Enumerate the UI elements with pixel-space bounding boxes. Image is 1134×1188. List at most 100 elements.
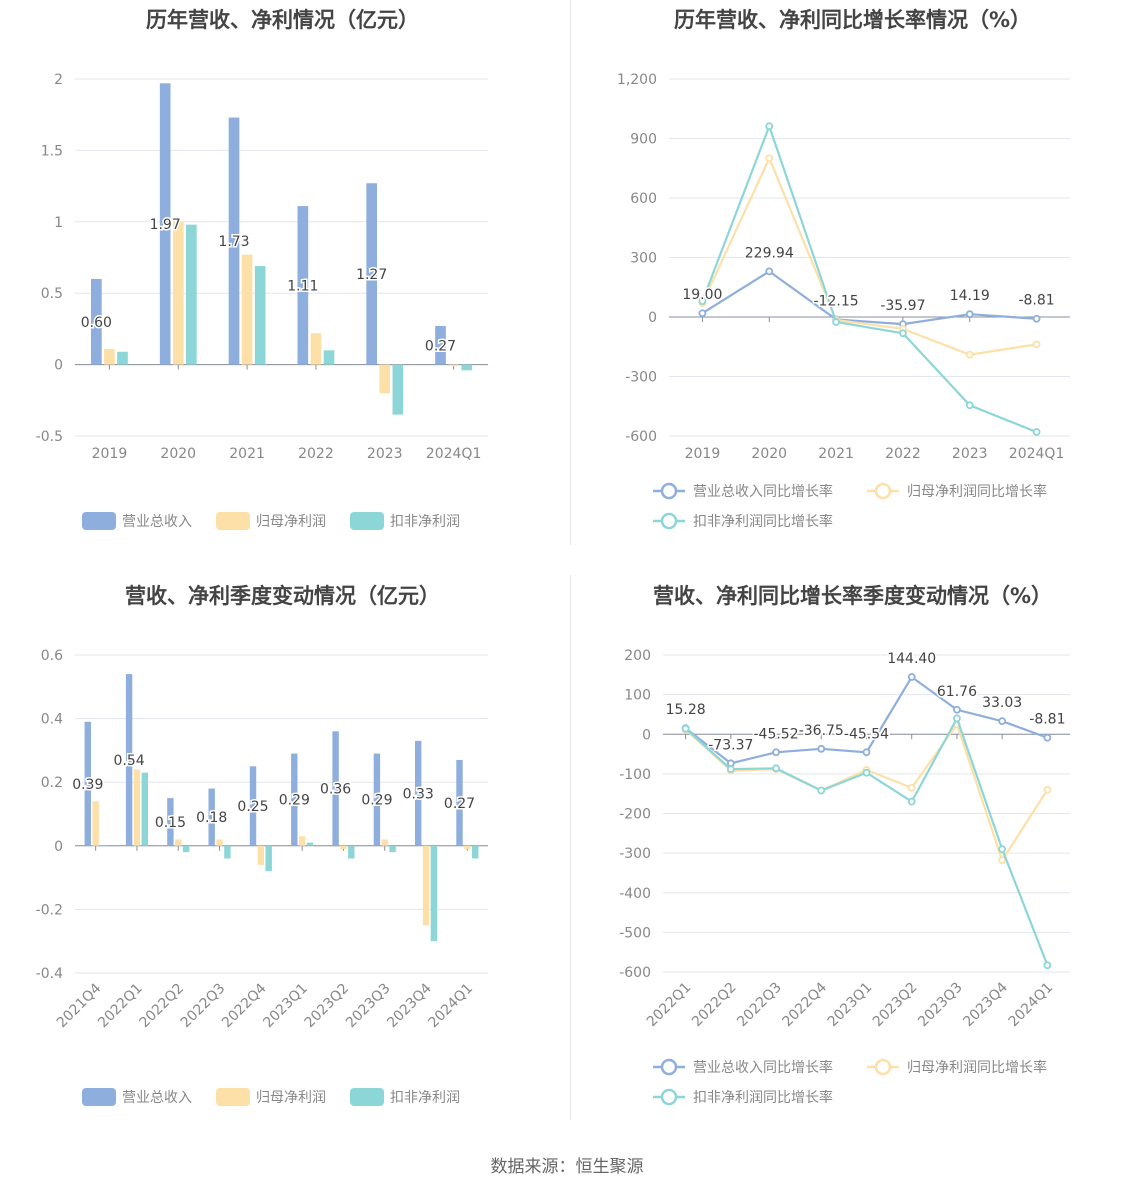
data-label: 0.29 (361, 793, 392, 809)
data-point (899, 329, 907, 338)
x-tick-label: 2023Q2 (870, 980, 921, 1031)
quarterly-growth-panel: 营收、净利同比增长率季度变动情况（%） -600 -500 -400 -300 -200… (571, 572, 1134, 1120)
y-tick-label: 0 (54, 839, 63, 855)
data-point (765, 122, 774, 131)
bar-net-profit (257, 845, 265, 865)
legend-swatch (350, 512, 384, 530)
y-tick-label: -0.2 (36, 902, 63, 918)
bar-net-profit (175, 839, 182, 846)
y-tick-label: -600 (625, 429, 657, 445)
y-tick-label: -300 (619, 846, 651, 862)
bar-deducted-profit (306, 842, 314, 846)
bar-deducted-profit (224, 845, 231, 859)
legend-swatch (82, 1088, 116, 1106)
data-label: 0.33 (403, 786, 434, 802)
x-tick-label: 2022 (885, 446, 921, 462)
data-point (1043, 961, 1052, 970)
bar-net-profit (133, 769, 141, 846)
x-tick-label: 2023Q3 (343, 981, 394, 1032)
bar-revenue (373, 753, 381, 846)
divider-bottom (570, 575, 571, 1120)
data-label: 0.15 (155, 815, 186, 831)
bar-net-profit (104, 348, 115, 365)
x-tick-label: 2022Q1 (95, 981, 146, 1032)
data-point (998, 856, 1007, 865)
data-source: 数据来源：恒生聚源 (0, 1152, 1134, 1177)
bar-revenue (291, 753, 298, 846)
bar-deducted-profit (185, 224, 197, 365)
data-point (965, 310, 974, 319)
x-tick-label: 2022 (298, 446, 334, 462)
bar-revenue (159, 83, 171, 365)
data-point (953, 714, 961, 723)
y-tick-label: 0.4 (41, 712, 63, 728)
legend-marker (660, 1058, 678, 1076)
bar-deducted-profit (117, 351, 128, 365)
quarterly-amount-chart: -0.4-0.200.20.40.62021Q42022Q12022Q22022… (36, 648, 488, 1106)
legend-label: 扣非净利润同比增长率 (693, 513, 833, 530)
bar-revenue (366, 183, 378, 365)
data-label: 33.03 (982, 695, 1022, 711)
data-label: 0.54 (114, 753, 145, 769)
bar-revenue (435, 326, 446, 365)
y-tick-label: 2 (54, 72, 63, 88)
data-point (998, 717, 1007, 726)
y-tick-label: 900 (630, 132, 657, 148)
bar-deducted-profit (141, 772, 148, 846)
bar-revenue (228, 117, 240, 365)
x-tick-label: 2022Q1 (644, 980, 695, 1031)
data-point (907, 783, 916, 792)
data-point (953, 705, 961, 714)
bar-net-profit (216, 839, 223, 846)
bar-revenue (332, 731, 339, 846)
y-tick-label: 0 (54, 358, 63, 374)
x-tick-label: 2021 (818, 446, 854, 462)
data-label: -45.54 (844, 726, 889, 742)
annual-amount-chart: -0.5 0 0.5 1 1.5 2 2019 2020 2021 2022 2023 2024Q1 0… (36, 72, 488, 530)
y-tick-label: 200 (624, 648, 651, 664)
bar-net-profit (448, 364, 459, 367)
data-point (772, 748, 780, 757)
legend-label: 扣非净利润 (390, 514, 460, 530)
bar-net-profit (92, 801, 99, 846)
chart-title: 营收、净利同比增长率季度变动情况（%） (652, 584, 1053, 608)
bar-deducted-profit (265, 845, 272, 872)
data-label: 0.18 (196, 810, 227, 826)
legend-label: 扣非净利润同比增长率 (693, 1089, 833, 1106)
bar-deducted-profit (254, 266, 266, 365)
data-point (862, 768, 871, 777)
x-tick-label: 2023Q3 (915, 980, 966, 1031)
y-tick-label: 0 (648, 310, 657, 326)
bar-revenue (249, 766, 257, 846)
y-tick-label: -600 (619, 965, 651, 981)
y-tick-label: -100 (619, 767, 651, 783)
y-tick-label: 0.5 (41, 286, 63, 302)
bar-net-profit (298, 836, 306, 846)
data-label: 0.25 (237, 799, 268, 815)
x-tick-label: 2023 (367, 446, 403, 462)
bar-net-profit (379, 364, 391, 394)
legend-marker (660, 482, 678, 500)
y-tick-label: 300 (630, 251, 657, 267)
data-point (998, 845, 1007, 854)
series-line-revenue (701, 270, 1037, 326)
x-tick-label: 2023Q2 (302, 981, 353, 1032)
data-point (907, 673, 916, 681)
bar-net-profit (172, 221, 184, 365)
legend-label: 营业总收入 (122, 514, 192, 530)
data-label: 15.28 (666, 702, 706, 718)
data-point (1032, 340, 1041, 349)
data-label: -12.15 (814, 293, 859, 309)
data-point (698, 309, 707, 318)
bar-deducted-profit (389, 845, 396, 853)
y-tick-label: -300 (625, 370, 657, 386)
legend-marker (874, 1058, 892, 1076)
bar-net-profit (340, 845, 347, 849)
bar-deducted-profit (392, 364, 404, 415)
data-label: 14.19 (950, 288, 990, 304)
legend-swatch (216, 512, 250, 530)
chart-title: 营收、净利季度变动情况（亿元） (125, 584, 440, 608)
data-point (1043, 785, 1052, 794)
legend-label: 归母净利润同比增长率 (907, 1059, 1047, 1076)
source-name: 恒生聚源 (575, 1157, 644, 1177)
